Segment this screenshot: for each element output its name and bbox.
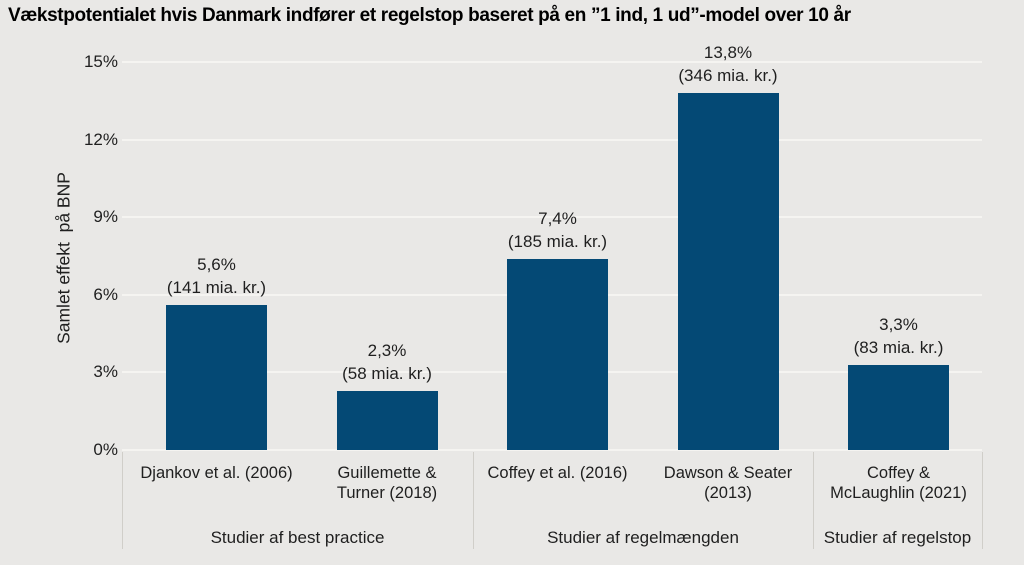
category-line: Dawson & Seater <box>663 464 793 482</box>
value-amount: (58 mia. kr.) <box>342 363 432 383</box>
y-tick-label: 3% <box>93 362 118 382</box>
bar-coffey-mclaughlin <box>848 364 949 450</box>
bar-value-label: 7,4% (185 mia. kr.) <box>463 207 653 253</box>
y-tick-label: 12% <box>83 129 118 149</box>
bar-djankov <box>166 305 267 450</box>
group-label-best-practice: Studier af best practice <box>210 528 385 547</box>
gridline-12pct <box>122 138 982 141</box>
category-line: Coffey et al. (2016) <box>487 464 628 482</box>
category-line: Coffey & <box>867 464 930 482</box>
y-tick-label: 15% <box>83 52 118 71</box>
value-amount: (185 mia. kr.) <box>507 231 608 251</box>
y-tick-label: 9% <box>93 207 118 227</box>
category-line: Djankov et al. (2006) <box>140 464 293 482</box>
category-label: Dawson & Seater (2013) <box>641 463 815 503</box>
y-tick-label: 0% <box>93 440 118 459</box>
bar-value-label: 2,3% (58 mia. kr.) <box>292 339 482 385</box>
chart-title: Vækstpotentialet hvis Danmark indfører e… <box>8 5 851 26</box>
y-tick-label: 6% <box>93 284 118 304</box>
value-pct: 3,3% <box>879 314 918 334</box>
value-pct: 2,3% <box>367 340 407 360</box>
bar-value-label: 13,8% (346 mia. kr.) <box>633 41 823 87</box>
group-label-regelstop: Studier af regelstop <box>823 528 972 547</box>
value-amount: (83 mia. kr.) <box>853 337 944 357</box>
value-amount: (346 mia. kr.) <box>678 66 778 86</box>
category-label: Coffey & McLaughlin (2021) <box>812 463 986 503</box>
group-separator <box>982 452 983 549</box>
bar-dawson-seater <box>677 93 779 450</box>
value-amount: (141 mia. kr.) <box>166 278 267 298</box>
gridline-0pct <box>122 449 982 451</box>
y-axis-title: Samlet effekt på BNP <box>53 172 74 344</box>
bar-value-label: 3,3% (83 mia. kr.) <box>804 313 994 359</box>
group-separator <box>813 452 814 549</box>
value-pct: 7,4% <box>538 208 577 228</box>
category-label: Guillemette & Turner (2018) <box>300 463 474 503</box>
gridline-9pct <box>122 216 982 219</box>
category-line: Turner (2018) <box>336 484 438 502</box>
value-pct: 5,6% <box>197 255 236 275</box>
category-label: Djankov et al. (2006) <box>130 463 304 483</box>
category-line: (2013) <box>704 484 752 502</box>
category-line: McLaughlin (2021) <box>830 484 967 502</box>
group-separator <box>122 452 123 549</box>
group-separator <box>473 452 474 549</box>
bar-value-label: 5,6% (141 mia. kr.) <box>122 253 312 299</box>
bar-coffey-2016 <box>507 258 608 450</box>
value-pct: 13,8% <box>703 43 753 63</box>
gridline-15pct <box>122 61 982 63</box>
group-label-regelmaengden: Studier af regelmængden <box>547 528 739 547</box>
category-line: Guillemette & <box>337 464 437 482</box>
bar-guillemette-turner <box>336 390 438 450</box>
category-label: Coffey et al. (2016) <box>471 463 645 483</box>
